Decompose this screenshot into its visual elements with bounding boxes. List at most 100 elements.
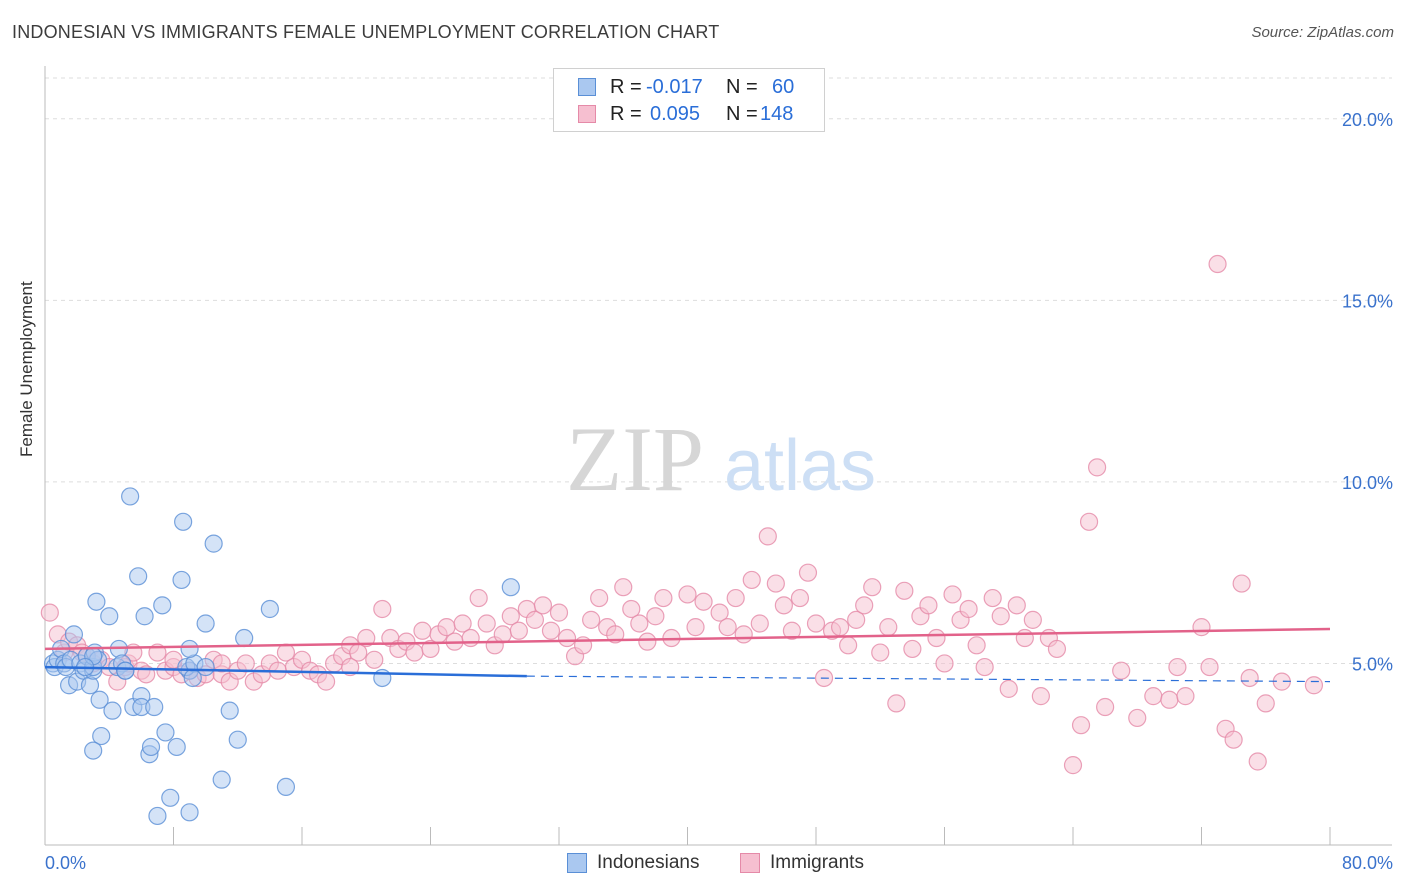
indonesians-point [172,570,191,590]
indonesians-point [228,730,247,749]
immigrants-point [935,654,954,673]
immigrants-point [638,632,657,651]
immigrants-point [557,628,577,648]
immigrants-point [903,639,922,659]
immigrants-point [895,581,914,600]
x-tick-label: 80.0% [1342,853,1393,873]
legend-row-immigrants: R = 0.095 N = 148 [578,102,793,126]
immigrants-point [622,599,641,619]
immigrants-point [967,636,986,655]
immigrants-point [365,650,384,669]
immigrants-point [40,603,59,622]
immigrants-point [1023,610,1042,629]
immigrants-point [1047,639,1067,659]
immigrants-point [879,618,898,637]
immigrants-point [477,614,496,633]
r-value: 0.095 [650,102,701,125]
indonesians-point [121,487,140,506]
indonesians-point [92,726,111,746]
immigrants-point [413,621,432,640]
chart-source: Source: ZipAtlas.com [1251,24,1394,41]
indonesians-legend-label: Indonesians [597,852,700,873]
immigrants-point [582,610,601,629]
immigrants-point [654,588,673,608]
y-axis-label: Female Unemployment [17,281,36,457]
grid-lines [45,77,1392,664]
y-tick-label: 5.0% [1352,654,1393,674]
indonesians-point [148,806,167,826]
indonesians-point [373,668,392,688]
immigrants-point [1168,657,1187,677]
immigrants-point [855,596,874,615]
y-tick-label: 10.0% [1342,473,1393,493]
immigrants-point [943,585,962,604]
immigrants-point [1256,694,1275,713]
immigrants-point [1144,687,1163,706]
immigrants-trend-line [44,627,1331,651]
immigrants-point [694,592,713,611]
immigrants-point [710,603,729,622]
immigrants-point [991,607,1010,626]
immigrants-point [630,614,649,633]
indonesians-point [116,661,135,680]
immigrants-point [469,588,488,608]
immigrants-point [590,588,609,608]
immigrants-point [493,625,512,644]
legend-row-indonesians: R = -0.017 N = 60 [578,75,794,99]
indonesians-point [103,701,122,720]
indonesians-point [180,639,199,659]
y-tick-label: 20.0% [1342,110,1393,130]
indonesians-point [87,592,106,611]
indonesians-point [145,697,164,717]
immigrants-point [887,694,906,713]
immigrants-point [1248,752,1267,771]
immigrants-point [678,585,697,604]
indonesians-point [180,803,199,822]
r-value: -0.017 [646,75,703,98]
x-tick-label: 0.0% [45,853,86,873]
axes [44,66,1392,846]
indonesians-point [156,723,175,742]
indonesians-point [129,567,148,586]
n-value: 148 [760,102,794,125]
immigrants-point [236,654,255,673]
n-value: 60 [772,75,795,98]
immigrants-point [1208,254,1227,274]
indonesians-point [84,741,103,760]
stats-legend: R = -0.017 N = 60 R = 0.095 N = 148 [553,68,825,132]
indonesians-point [100,607,119,626]
immigrants-point [847,610,866,629]
y-tick-labels: 5.0% 10.0% 15.0% 20.0% [1342,110,1393,675]
immigrants-point [919,596,938,615]
immigrants-point [1112,661,1131,680]
immigrants-point [871,643,890,662]
immigrants-point [1232,574,1251,593]
immigrants-point [501,607,520,626]
indonesians-point [212,770,231,789]
immigrants-point [606,625,625,644]
trend-lines [44,627,1331,683]
indonesians-point [501,578,520,597]
indonesians-point [153,596,172,615]
immigrants-point [1304,676,1324,695]
indonesians-point [135,607,154,626]
immigrants-point [1200,657,1219,677]
immigrants-point [316,672,336,691]
immigrants-point [975,657,994,677]
immigrants-point [461,628,480,648]
immigrants-point [806,614,826,633]
immigrants-point [782,621,802,640]
bottom-legend-indonesians[interactable]: Indonesians [567,852,699,874]
immigrants-point [509,621,528,640]
immigrants-point [373,599,392,619]
immigrants-point [541,621,561,640]
immigrants-point [341,657,360,677]
indonesians-point [141,737,161,757]
indonesians-swatch [578,78,596,96]
immigrants-point [1240,668,1259,688]
immigrants-point [533,596,553,615]
immigrants-swatch [578,105,596,123]
immigrants-point [983,588,1002,608]
immigrants-point [766,574,785,593]
bottom-legend-immigrants[interactable]: Immigrants [740,852,864,874]
